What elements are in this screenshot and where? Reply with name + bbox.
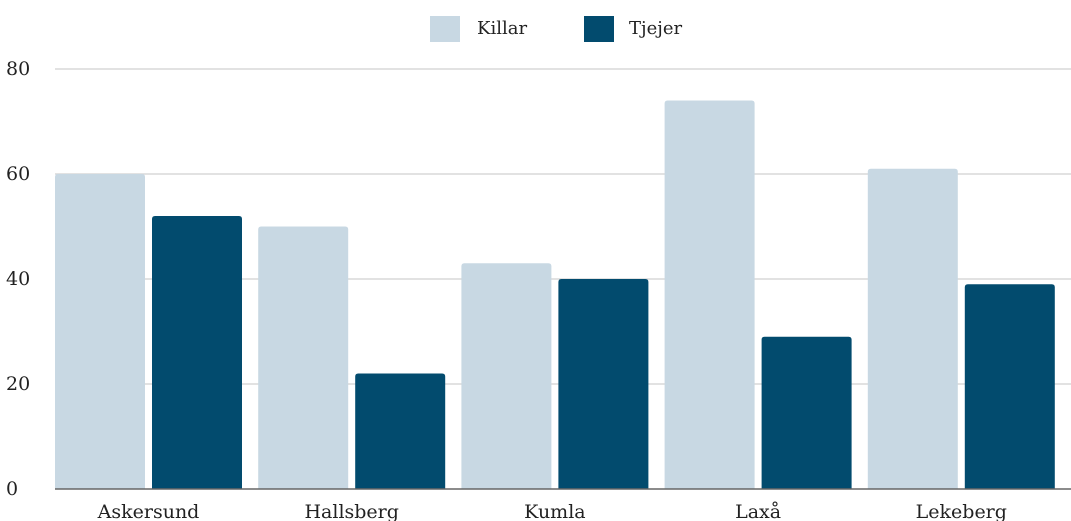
bar-tjejer-laxå [761,336,852,489]
bar-killar-kumla [461,263,552,489]
y-tick-label: 80 [6,58,30,80]
y-axis-tick-labels: 0 20 40 60 80 [6,58,30,500]
x-tick-label: Hallsberg [304,501,398,521]
legend-label-killar: Killar [477,18,527,39]
legend-swatch-killar [430,16,460,42]
legend-label-tjejer: Tjejer [629,18,682,39]
bar-killar-askersund [55,174,145,489]
bar-killar-laxå [664,100,755,489]
x-axis-category-labels: Askersund Hallsberg Kumla Laxå Lekeberg [97,501,1007,521]
bar-killar-hallsberg [258,226,349,489]
chart-legend: Killar Tjejer [430,16,682,42]
y-tick-label: 40 [6,268,30,290]
bar-tjejer-lekeberg [964,284,1055,489]
bars [55,100,1055,489]
legend-swatch-tjejer [584,16,614,42]
bar-tjejer-hallsberg [355,373,446,489]
x-tick-label: Lekeberg [916,501,1007,521]
y-tick-label: 0 [6,478,18,500]
x-tick-label: Laxå [735,501,781,521]
bar-killar-lekeberg [867,168,958,489]
y-tick-label: 20 [6,373,30,395]
y-tick-label: 60 [6,163,30,185]
x-tick-label: Askersund [97,501,200,521]
bar-tjejer-kumla [558,279,649,489]
x-tick-label: Kumla [524,501,585,521]
bar-tjejer-askersund [152,216,242,489]
